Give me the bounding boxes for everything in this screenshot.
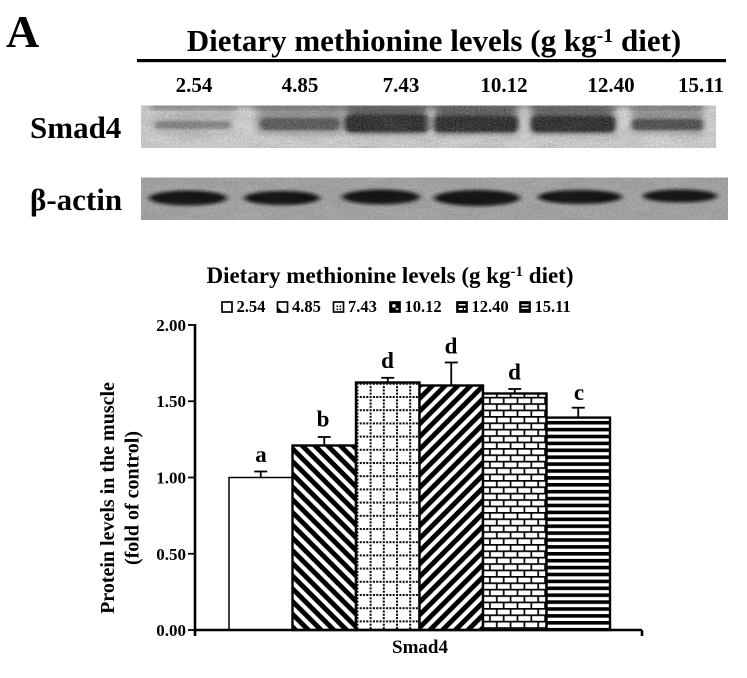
svg-text:d: d [445,334,458,359]
svg-text:4.85: 4.85 [292,297,321,316]
svg-text:12.40: 12.40 [587,73,634,97]
svg-text:b: b [317,407,330,432]
svg-text:a: a [255,442,267,467]
svg-text:Dietary methionine levels (g k: Dietary methionine levels (g kg-1 diet) [187,23,682,58]
svg-text:7.43: 7.43 [348,297,377,316]
svg-text:0.00: 0.00 [156,621,186,640]
svg-text:d: d [508,360,521,385]
svg-text:2.00: 2.00 [156,316,186,335]
svg-text:10.12: 10.12 [405,297,442,316]
svg-text:Dietary methionine levels (g k: Dietary methionine levels (g kg-1 diet) [206,263,573,288]
svg-text:(fold of control): (fold of control) [122,431,144,565]
svg-text:A: A [6,6,39,57]
svg-text:12.40: 12.40 [472,297,509,316]
svg-text:Protein levels in the muscle: Protein levels in the muscle [97,382,119,614]
svg-text:d: d [381,348,394,373]
svg-text:2.54: 2.54 [176,73,213,97]
svg-text:Smad4: Smad4 [30,110,121,145]
svg-text:7.43: 7.43 [383,73,420,97]
svg-text:β-actin: β-actin [30,182,122,217]
svg-text:2.54: 2.54 [237,297,266,316]
svg-text:15.11: 15.11 [678,73,724,97]
svg-text:0.50: 0.50 [156,545,186,564]
svg-text:4.85: 4.85 [282,73,319,97]
svg-text:15.11: 15.11 [535,297,571,316]
svg-text:1.50: 1.50 [156,392,186,411]
svg-text:1.00: 1.00 [156,469,186,488]
svg-text:Smad4: Smad4 [392,637,448,658]
svg-text:10.12: 10.12 [480,73,527,97]
svg-text:c: c [574,380,584,405]
